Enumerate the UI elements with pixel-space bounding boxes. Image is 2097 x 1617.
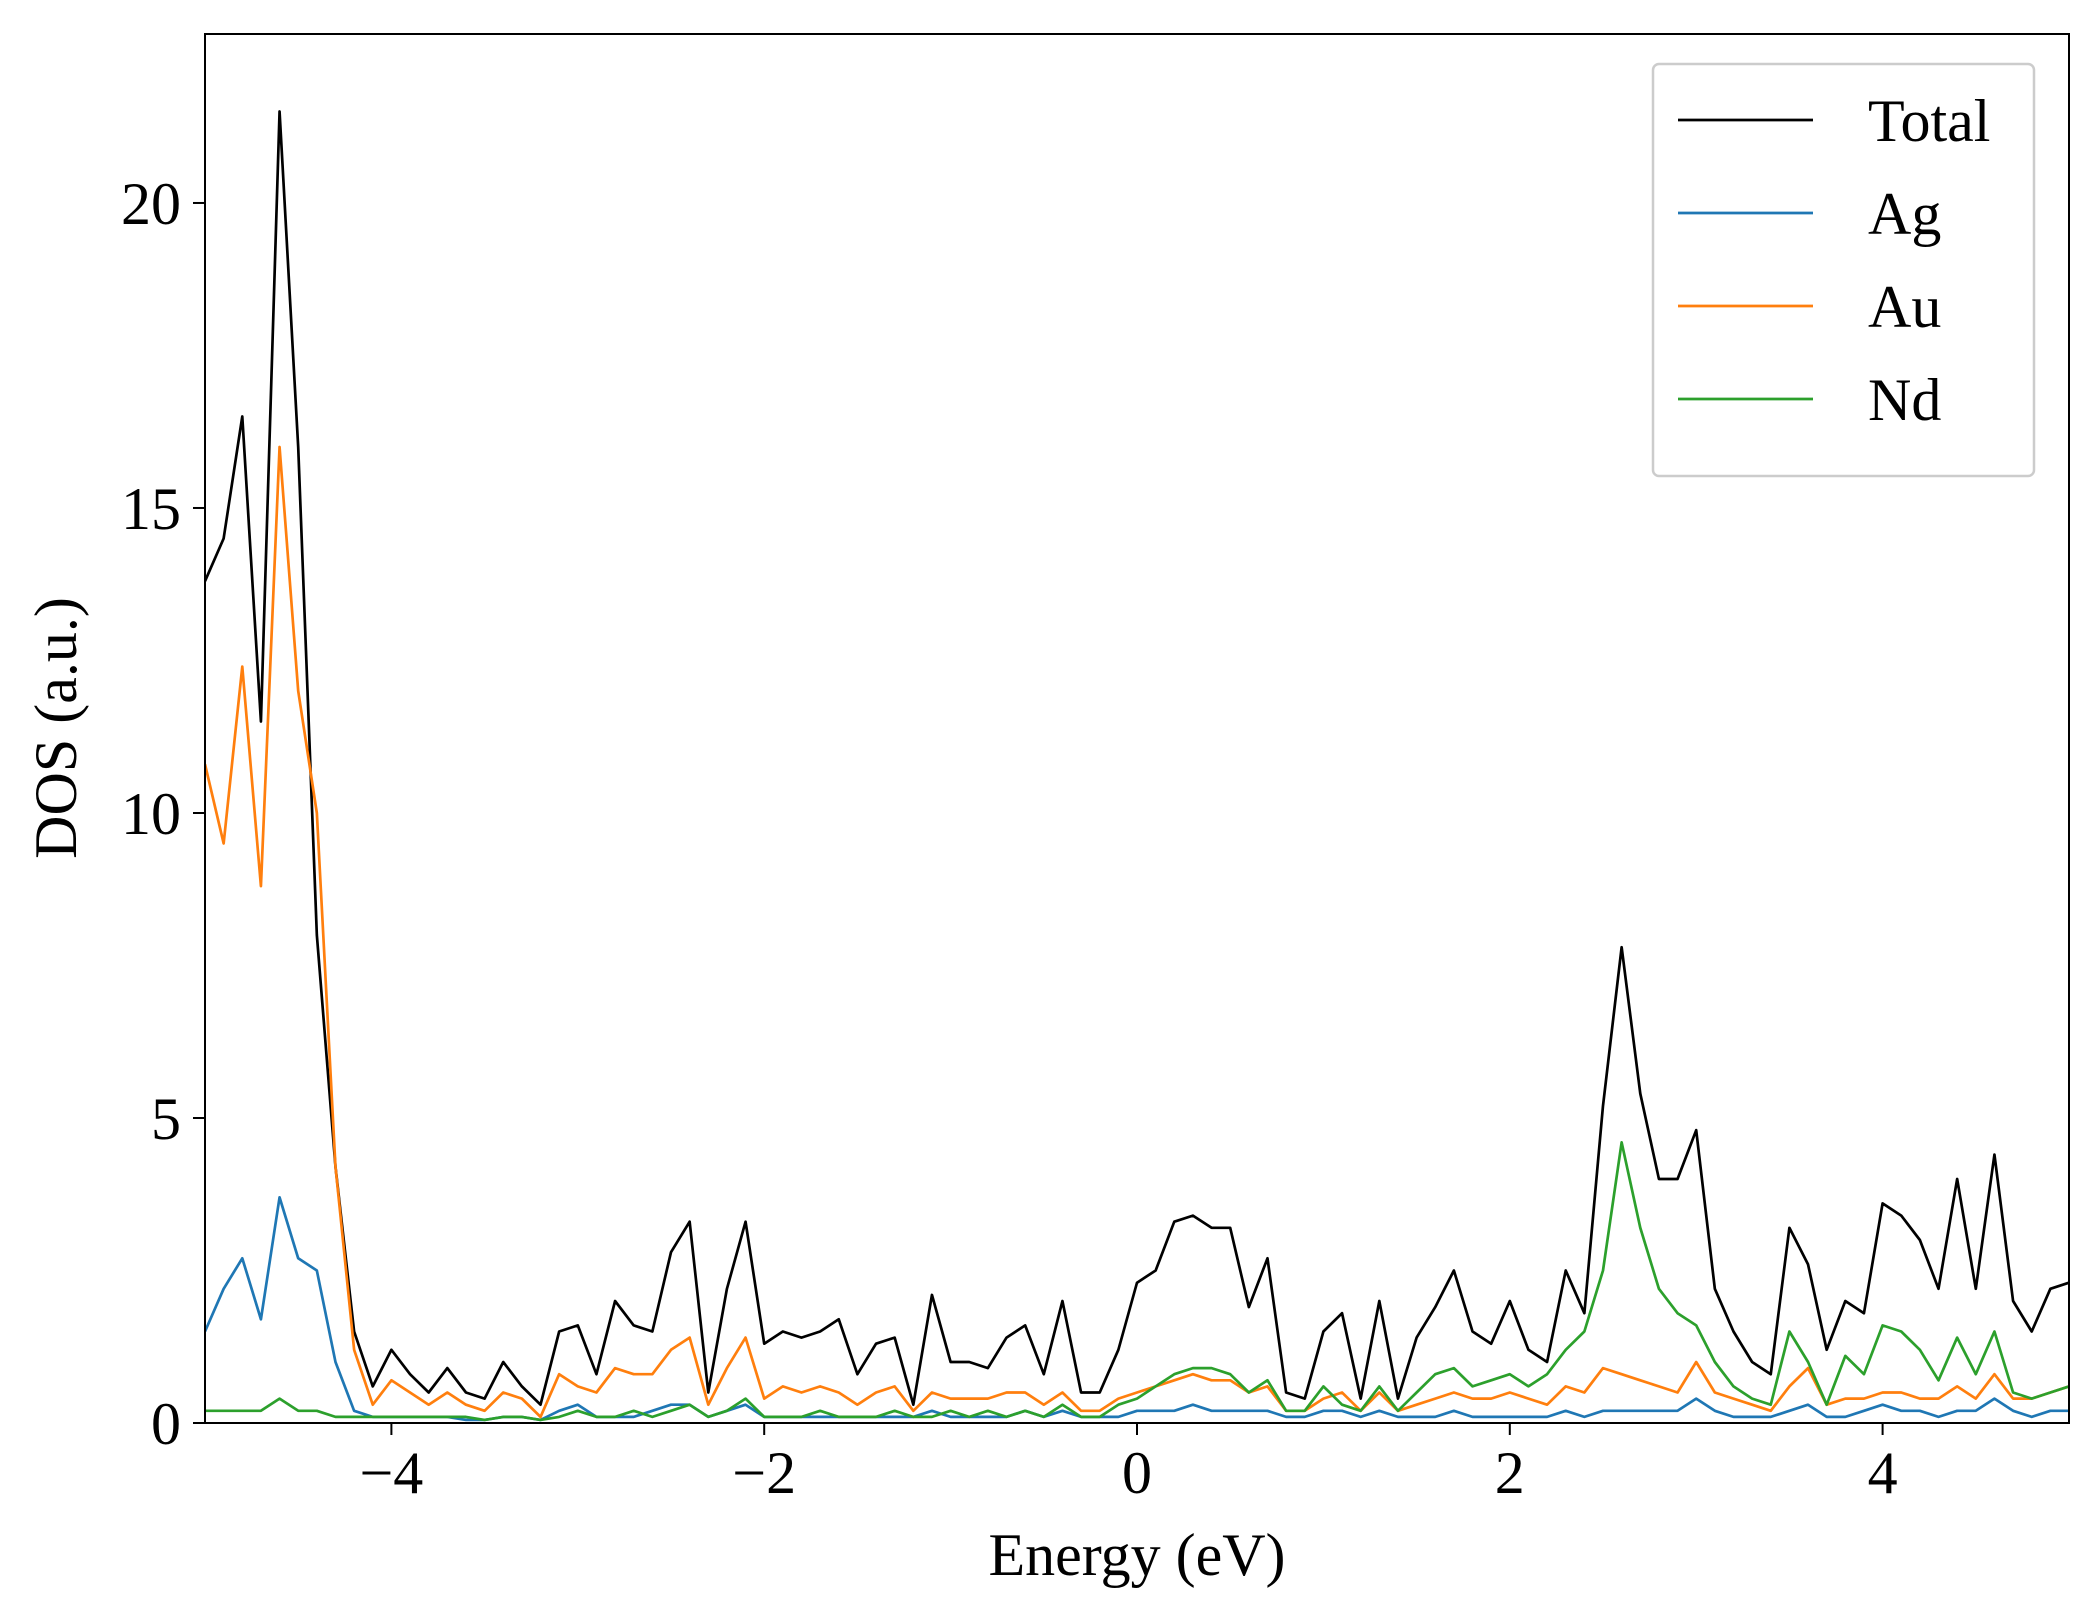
legend-label: Nd: [1868, 367, 1941, 433]
y-tick-label: 15: [121, 476, 181, 542]
legend-label: Total: [1868, 88, 1990, 154]
y-tick-label: 0: [151, 1391, 181, 1457]
y-tick-label: 5: [151, 1086, 181, 1152]
y-tick-label: 20: [121, 171, 181, 237]
y-tick-label: 10: [121, 781, 181, 847]
legend-box: [1651, 62, 2036, 478]
x-tick-label: −2: [732, 1440, 796, 1506]
legend-label: Au: [1868, 274, 1941, 340]
series-line: [205, 1141, 2069, 1422]
legend-label: Ag: [1868, 181, 1941, 247]
x-tick-label: 0: [1122, 1440, 1152, 1506]
y-axis-label: DOS (a.u.): [23, 597, 89, 859]
axes-frame: [204, 33, 2070, 1424]
series-line: [205, 445, 2069, 1419]
series-line: [205, 110, 2069, 1407]
legend: Total Ag Au Nd: [1651, 62, 2036, 478]
x-tick-label: −4: [359, 1440, 423, 1506]
x-tick-label: 4: [1868, 1440, 1898, 1506]
x-tick-label: 2: [1495, 1440, 1525, 1506]
x-axis-label: Energy (eV): [988, 1522, 1285, 1588]
